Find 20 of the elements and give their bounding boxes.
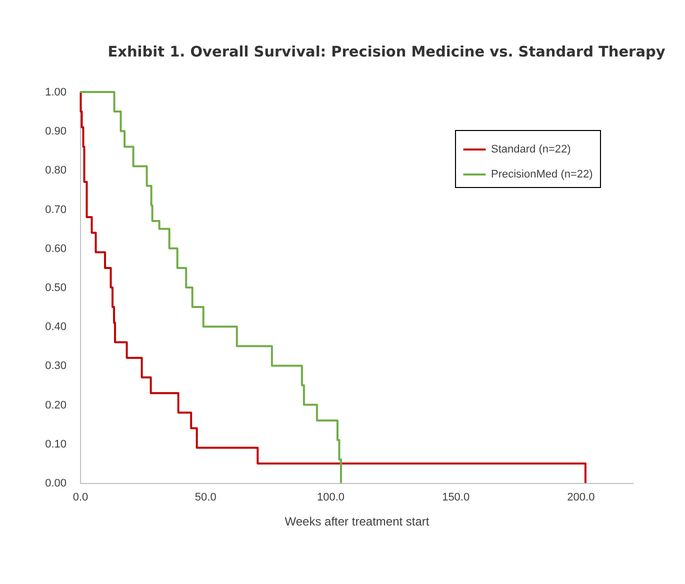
y-tick-label: 0.10	[45, 438, 66, 450]
y-tick-label: 0.90	[45, 126, 66, 138]
x-axis-title: Weeks after treatment start	[284, 514, 430, 528]
x-tick-label: 0.0	[72, 492, 88, 504]
y-tick-label: 0.50	[45, 282, 66, 294]
x-tick-label: 100.0	[316, 492, 344, 504]
x-tick-label: 150.0	[442, 492, 470, 504]
y-tick-label: 0.80	[45, 164, 66, 177]
chart-title: Exhibit 1. Overall Survival: Precision Medicine vs. Standard Therapy	[108, 44, 666, 60]
y-tick-label: 0.70	[45, 204, 66, 216]
y-tick-label: 0.40	[45, 321, 66, 334]
x-tick-label: 200.0	[567, 492, 595, 504]
legend-label: Standard (n=22)	[491, 144, 571, 156]
y-tick-label: 0.00	[45, 478, 66, 490]
y-tick-label: 0.60	[45, 242, 66, 255]
y-tick-label: 1.00	[45, 86, 66, 98]
y-tick-label: 0.30	[45, 360, 66, 372]
x-tick-label: 50.0	[194, 492, 216, 504]
y-tick-label: 0.20	[45, 399, 66, 412]
legend-label: PrecisionMed (n=22)	[491, 168, 593, 180]
